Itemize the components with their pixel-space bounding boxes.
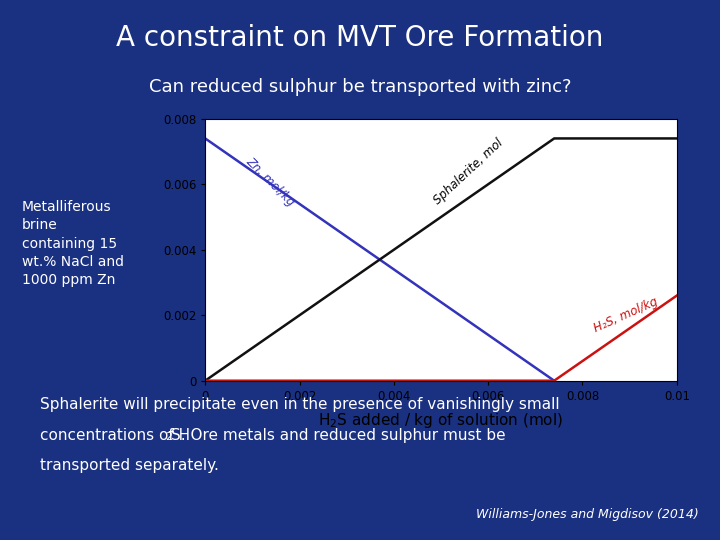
X-axis label: H$_2$S added / kg of solution (mol): H$_2$S added / kg of solution (mol) [318,411,564,430]
Text: 2: 2 [165,432,172,442]
Text: H₂S, mol/kg: H₂S, mol/kg [592,295,660,335]
Text: Sphalerite will precipitate even in the presence of vanishingly small: Sphalerite will precipitate even in the … [40,397,559,412]
Text: S. Ore metals and reduced sulphur must be: S. Ore metals and reduced sulphur must b… [171,428,505,443]
Text: Metalliferous
brine
containing 15
wt.% NaCl and
1000 ppm Zn: Metalliferous brine containing 15 wt.% N… [22,200,124,287]
Text: A constraint on MVT Ore Formation: A constraint on MVT Ore Formation [117,24,603,52]
Text: concentrations of H: concentrations of H [40,428,190,443]
Text: Can reduced sulphur be transported with zinc?: Can reduced sulphur be transported with … [149,78,571,96]
Text: Zn, mol/kg: Zn, mol/kg [243,155,297,209]
Text: transported separately.: transported separately. [40,458,218,474]
Text: Williams-Jones and Migdisov (2014): Williams-Jones and Migdisov (2014) [476,508,698,521]
Text: Sphalerite, mol: Sphalerite, mol [431,137,506,207]
